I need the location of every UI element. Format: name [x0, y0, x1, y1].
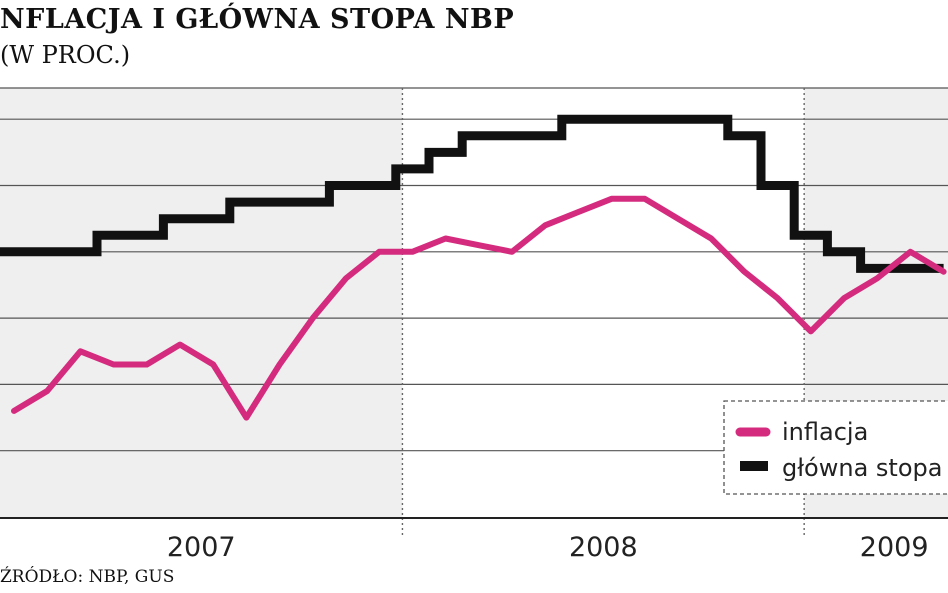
- legend-label-stopa: główna stopa NBP: [782, 454, 948, 482]
- chart-x-axis: 2007 2008 2009: [167, 532, 929, 563]
- chart-subtitle: (W PROC.): [0, 41, 131, 69]
- year-label-2007: 2007: [167, 532, 236, 563]
- chart-series: [0, 114, 947, 421]
- chart-title: NFLACJA I GŁÓWNA STOPA NBP: [0, 4, 515, 35]
- series-line-inflacja: [11, 195, 947, 421]
- year-label-2009: 2009: [860, 532, 929, 563]
- legend-box: [723, 400, 948, 495]
- year-label-2008: 2008: [569, 532, 638, 563]
- source-note: ŹRÓDŁO: NBP, GUS: [0, 567, 175, 587]
- series-line-stopa: [0, 114, 944, 273]
- legend-label-inflacja: inflacja: [782, 418, 868, 446]
- shade-2007: [0, 88, 403, 518]
- chart-legend: inflacja główna stopa NBP: [723, 400, 948, 495]
